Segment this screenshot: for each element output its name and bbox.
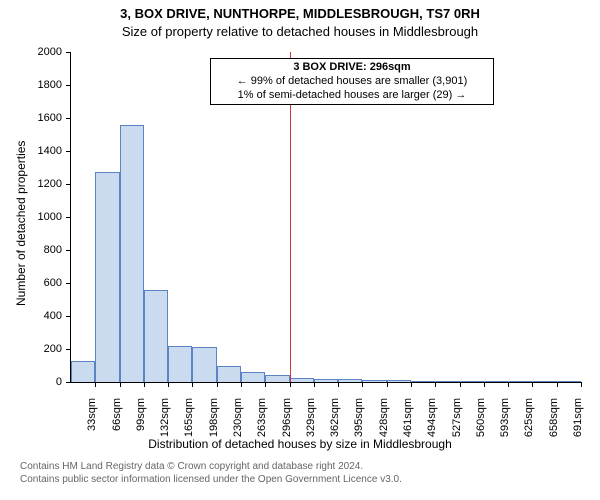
- x-tick-label: 165sqm: [183, 398, 195, 448]
- credit-line-2: Contains public sector information licen…: [20, 473, 402, 486]
- x-tick: [120, 382, 121, 387]
- histogram-bar: [387, 380, 411, 382]
- histogram-bar: [435, 381, 459, 382]
- x-tick: [508, 382, 509, 387]
- histogram-bar: [338, 379, 362, 382]
- y-tick-label: 1800: [38, 79, 62, 91]
- x-tick: [532, 382, 533, 387]
- histogram-bar: [290, 378, 314, 382]
- x-tick: [581, 382, 582, 387]
- callout-line-2: ← 99% of detached houses are smaller (3,…: [217, 75, 487, 89]
- y-tick-label: 600: [44, 277, 62, 289]
- y-tick-label: 1000: [38, 211, 62, 223]
- x-tick-label: 428sqm: [378, 398, 390, 448]
- x-tick-label: 198sqm: [208, 398, 220, 448]
- histogram-bar: [168, 346, 192, 382]
- x-tick-label: 33sqm: [86, 398, 98, 448]
- x-tick-label: 527sqm: [451, 398, 463, 448]
- x-tick: [290, 382, 291, 387]
- x-tick-label: 395sqm: [353, 398, 365, 448]
- y-tick: [66, 217, 71, 218]
- y-tick: [66, 250, 71, 251]
- x-tick: [484, 382, 485, 387]
- x-tick-label: 296sqm: [281, 398, 293, 448]
- x-tick: [435, 382, 436, 387]
- y-tick-label: 200: [44, 343, 62, 355]
- x-tick: [168, 382, 169, 387]
- histogram-bar: [120, 125, 144, 382]
- x-tick: [144, 382, 145, 387]
- x-tick: [192, 382, 193, 387]
- x-tick-label: 66sqm: [111, 398, 123, 448]
- x-tick-label: 329sqm: [305, 398, 317, 448]
- y-tick-label: 400: [44, 310, 62, 322]
- x-tick: [265, 382, 266, 387]
- histogram-bar: [532, 381, 556, 382]
- chart-title-line2: Size of property relative to detached ho…: [0, 24, 600, 39]
- x-tick: [362, 382, 363, 387]
- x-tick-label: 494sqm: [426, 398, 438, 448]
- histogram-bar: [362, 380, 386, 382]
- y-tick-label: 0: [56, 376, 62, 388]
- x-tick-label: 263sqm: [256, 398, 268, 448]
- x-tick: [314, 382, 315, 387]
- y-tick: [66, 283, 71, 284]
- x-tick-label: 658sqm: [548, 398, 560, 448]
- y-tick: [66, 184, 71, 185]
- histogram-bar: [557, 381, 581, 382]
- x-tick-label: 461sqm: [402, 398, 414, 448]
- x-tick-label: 99sqm: [135, 398, 147, 448]
- y-tick: [66, 52, 71, 53]
- histogram-bar: [71, 361, 95, 382]
- x-tick-label: 691sqm: [572, 398, 584, 448]
- x-tick-label: 230sqm: [232, 398, 244, 448]
- y-tick-label: 1600: [38, 112, 62, 124]
- histogram-bar: [265, 375, 289, 382]
- x-tick-label: 362sqm: [329, 398, 341, 448]
- y-tick: [66, 316, 71, 317]
- histogram-bar: [217, 366, 241, 383]
- callout-box: 3 BOX DRIVE: 296sqm ← 99% of detached ho…: [210, 58, 494, 105]
- x-tick: [217, 382, 218, 387]
- histogram-bar: [241, 372, 265, 382]
- x-tick-label: 625sqm: [523, 398, 535, 448]
- y-tick-label: 1400: [38, 145, 62, 157]
- x-tick: [338, 382, 339, 387]
- y-tick: [66, 151, 71, 152]
- chart-title-line1: 3, BOX DRIVE, NUNTHORPE, MIDDLESBROUGH, …: [0, 6, 600, 21]
- x-tick: [387, 382, 388, 387]
- histogram-bar: [411, 381, 435, 382]
- y-tick: [66, 349, 71, 350]
- histogram-bar: [484, 381, 508, 382]
- credit-line-1: Contains HM Land Registry data © Crown c…: [20, 460, 402, 473]
- credit-box: Contains HM Land Registry data © Crown c…: [20, 460, 402, 486]
- callout-line-1: 3 BOX DRIVE: 296sqm: [217, 61, 487, 75]
- x-tick-label: 593sqm: [499, 398, 511, 448]
- y-tick: [66, 118, 71, 119]
- x-tick: [241, 382, 242, 387]
- y-axis-label: Number of detached properties: [14, 141, 28, 306]
- histogram-bar: [192, 347, 216, 382]
- histogram-bar: [95, 172, 119, 382]
- y-tick-label: 800: [44, 244, 62, 256]
- histogram-bar: [314, 379, 338, 382]
- x-tick: [557, 382, 558, 387]
- y-tick: [66, 382, 71, 383]
- y-tick-label: 1200: [38, 178, 62, 190]
- x-tick: [95, 382, 96, 387]
- y-tick-label: 2000: [38, 46, 62, 58]
- x-tick-label: 560sqm: [475, 398, 487, 448]
- x-tick: [460, 382, 461, 387]
- y-tick: [66, 85, 71, 86]
- histogram-bar: [144, 290, 168, 382]
- histogram-bar: [460, 381, 484, 382]
- histogram-bar: [508, 381, 532, 382]
- x-tick-label: 132sqm: [159, 398, 171, 448]
- x-tick: [411, 382, 412, 387]
- callout-line-3: 1% of semi-detached houses are larger (2…: [217, 89, 487, 103]
- chart-root: { "title": { "line1": "3, BOX DRIVE, NUN…: [0, 0, 600, 500]
